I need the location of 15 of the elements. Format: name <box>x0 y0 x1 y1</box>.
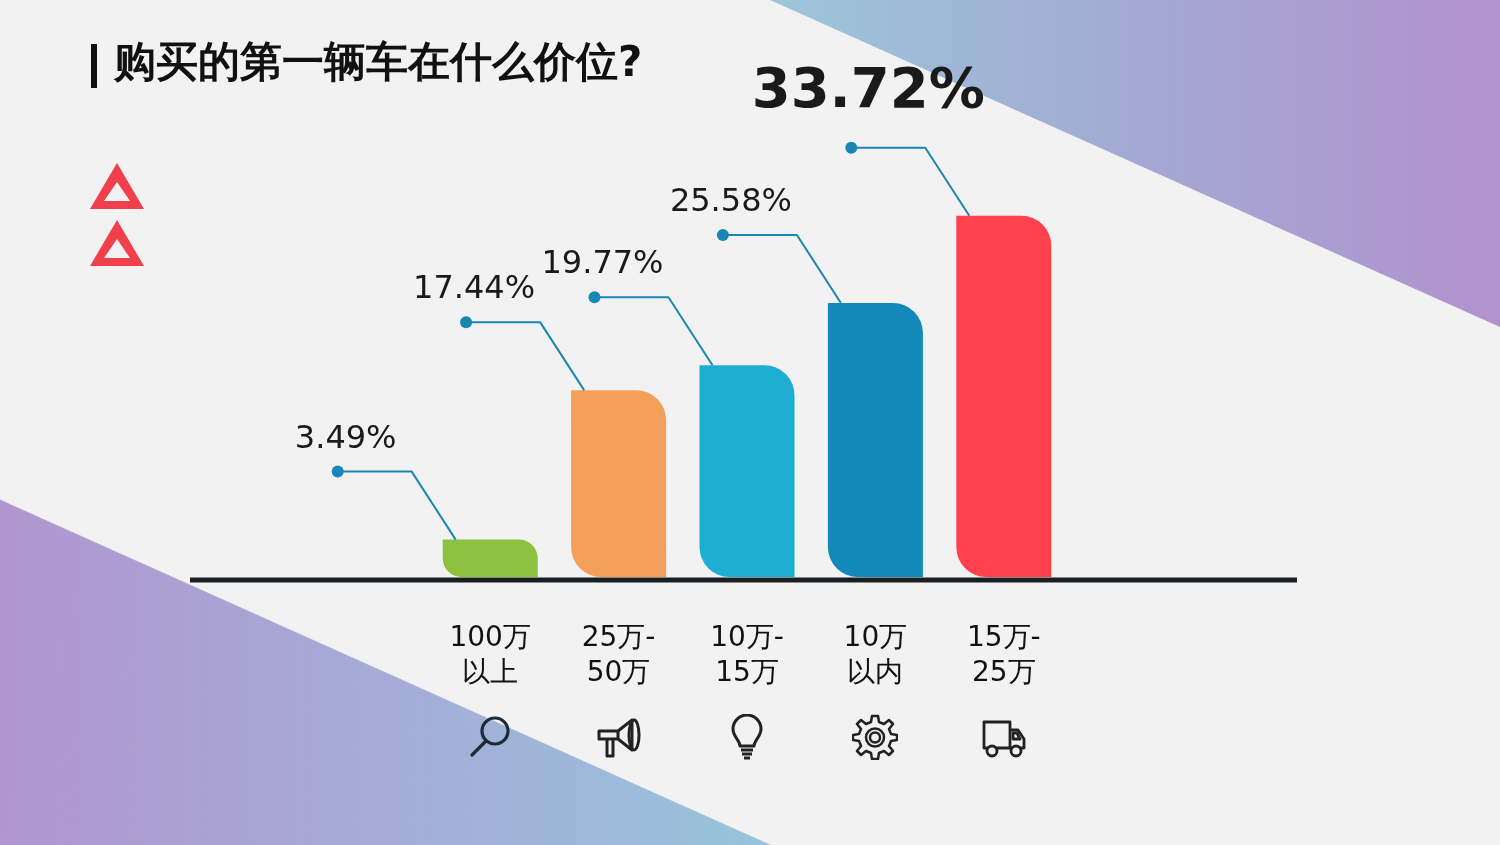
data-label: 17.44% <box>413 268 536 307</box>
x-tick-label: 100万以上 <box>449 619 531 688</box>
bar <box>571 390 667 577</box>
bar <box>699 365 795 577</box>
bar <box>442 539 538 577</box>
data-label: 19.77% <box>541 243 664 282</box>
bar <box>956 215 1052 577</box>
x-tick-label: 10万- 15万 <box>710 619 784 688</box>
data-label: 25.58% <box>669 181 792 220</box>
data-label: 3.49% <box>294 417 397 456</box>
x-tick-label: 10万以内 <box>843 619 908 688</box>
x-tick-label: 25万- 50万 <box>581 619 656 688</box>
data-label: 33.72% <box>751 55 985 121</box>
chart-title: 购买的第一辆车在什么价位? <box>114 36 643 88</box>
x-tick-label: 15万- 25万 <box>966 619 1041 688</box>
